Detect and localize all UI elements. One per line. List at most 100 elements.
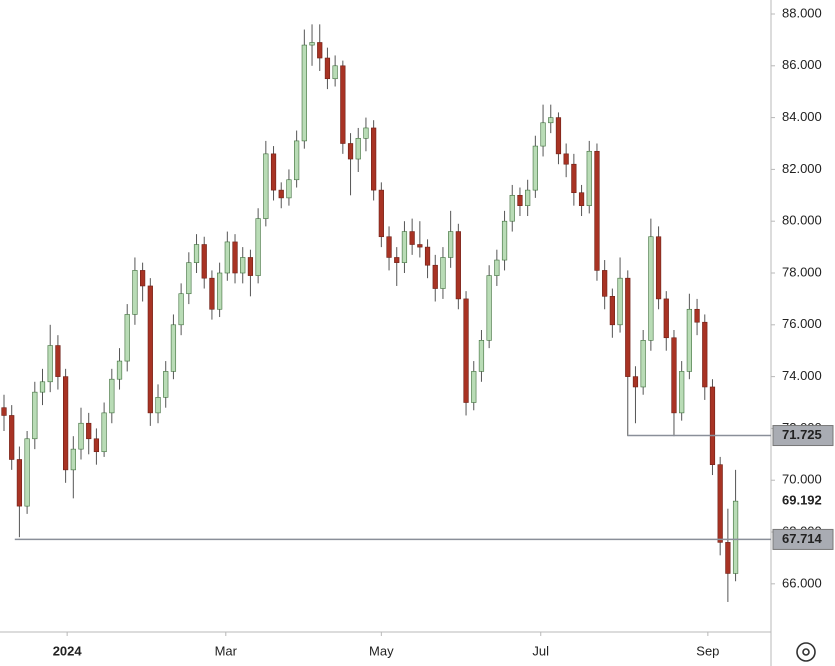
level-label: 67.714: [782, 531, 823, 546]
y-tick-label: 70.000: [782, 472, 822, 487]
candle-body: [217, 272, 223, 310]
candle-body: [709, 386, 716, 465]
candle-body: [240, 257, 246, 274]
candle-body: [417, 244, 423, 248]
y-tick-label: 80.000: [782, 213, 822, 228]
candle-body: [355, 138, 361, 160]
candle-body: [109, 378, 115, 414]
candle-body: [324, 57, 331, 80]
candle-body: [578, 192, 585, 206]
candle-body: [694, 308, 700, 323]
candle-body: [494, 259, 500, 276]
x-tick-label: May: [369, 643, 394, 658]
candle-body: [70, 448, 76, 471]
candle-body: [424, 246, 431, 266]
candle-body: [93, 438, 100, 453]
y-tick-label: 86.000: [782, 57, 822, 72]
y-tick-label: 66.000: [782, 575, 822, 590]
candle-body: [609, 296, 615, 326]
candle-body: [86, 422, 92, 440]
candle-body: [432, 264, 438, 289]
level-label: 71.725: [782, 427, 822, 442]
candle-body: [478, 340, 485, 372]
candle-body: [648, 236, 654, 341]
candle-body: [732, 500, 739, 574]
candle-body: [509, 194, 515, 222]
x-tick-label: 2024: [53, 643, 83, 658]
candle-body: [632, 376, 639, 388]
candle-body: [201, 244, 207, 279]
candle-body: [602, 270, 608, 297]
candle-body: [317, 42, 323, 59]
candle-body: [501, 220, 508, 261]
candle-body: [548, 117, 554, 124]
candle-body: [663, 298, 669, 339]
candle-body: [24, 438, 30, 507]
candle-body: [186, 262, 192, 295]
candle-body: [32, 391, 38, 440]
candle-body: [9, 415, 15, 460]
candle-body: [594, 150, 600, 271]
candle-body: [586, 150, 592, 206]
candle-body: [163, 371, 169, 398]
candle-body: [702, 321, 708, 388]
candle-body: [47, 345, 53, 383]
y-tick-label: 88.000: [782, 5, 822, 20]
candle-body: [532, 145, 538, 191]
candle-body: [301, 44, 307, 142]
candle-body: [255, 218, 261, 276]
candle-body: [1, 407, 7, 416]
candle-body: [655, 236, 662, 300]
candle-body: [563, 153, 569, 165]
candle-body: [555, 117, 562, 155]
candle-body: [625, 277, 631, 377]
candle-body: [455, 231, 461, 300]
candle-body: [378, 189, 384, 238]
candle-body: [717, 464, 723, 543]
candle-body: [124, 314, 130, 362]
candle-body: [686, 308, 692, 372]
candle-body: [571, 163, 577, 194]
candle-body: [517, 194, 523, 206]
candle-body: [263, 153, 269, 219]
candle-body: [401, 231, 408, 263]
candle-body: [371, 127, 377, 191]
candle-body: [224, 241, 230, 274]
candle-body: [39, 381, 46, 393]
last-price-label: 69.192: [782, 493, 822, 508]
candle-body: [147, 285, 153, 414]
candle-body: [63, 376, 69, 471]
y-tick-label: 78.000: [782, 264, 822, 279]
candle-body: [332, 65, 338, 80]
candle-body: [347, 143, 354, 160]
candle-body: [448, 231, 454, 258]
x-tick-label: Sep: [696, 643, 719, 658]
candle-body: [471, 371, 477, 403]
candle-body: [132, 270, 138, 315]
settings-ring[interactable]: [796, 642, 816, 662]
candle-body: [340, 65, 346, 144]
y-tick-label: 76.000: [782, 316, 822, 331]
candle-body: [525, 189, 531, 206]
candle-body: [232, 241, 238, 274]
candle-body: [409, 231, 415, 245]
candle-body: [140, 270, 146, 287]
candle-body: [155, 397, 161, 414]
candle-body: [278, 189, 284, 199]
settings-icon[interactable]: [796, 642, 816, 662]
candle-body: [486, 275, 492, 341]
candle-body: [725, 542, 731, 574]
candle-body: [386, 236, 392, 258]
candle-body: [679, 371, 685, 414]
candle-body: [16, 459, 23, 507]
candle-body: [540, 122, 546, 147]
settings-core[interactable]: [802, 648, 810, 656]
y-tick-label: 84.000: [782, 109, 822, 124]
candle-body: [270, 153, 277, 191]
x-tick-label: Jul: [532, 643, 549, 658]
candle-body: [463, 298, 469, 403]
candle-body: [78, 422, 84, 450]
candle-body: [440, 257, 446, 289]
